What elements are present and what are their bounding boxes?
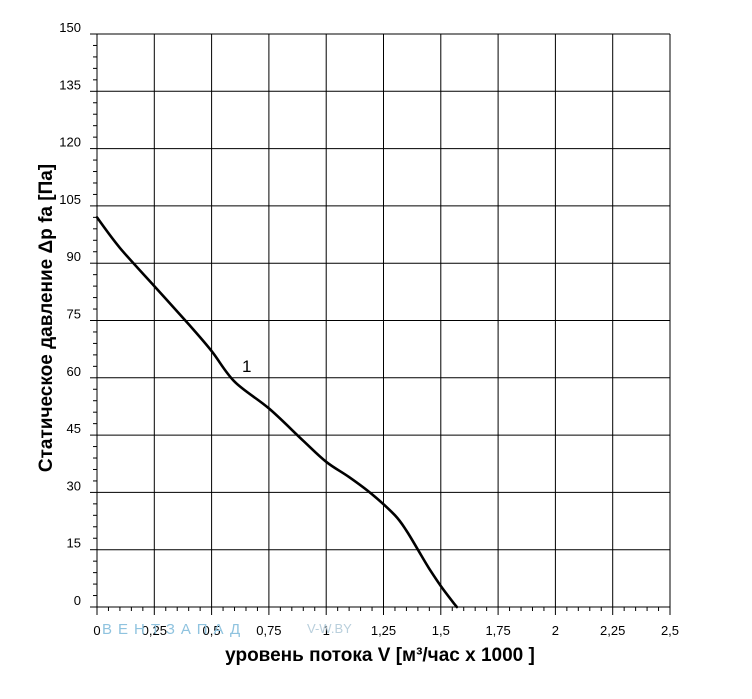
y-tick-label: 105: [59, 192, 81, 207]
y-tick-label: 120: [59, 135, 81, 150]
y-axis-title: Статическое давление Δp fa [Па]: [36, 164, 57, 472]
y-tick-label: 90: [67, 249, 81, 264]
x-tick-label: 2,5: [661, 623, 679, 638]
y-tick-label: 60: [67, 364, 81, 379]
x-tick-label: 1,75: [485, 623, 510, 638]
y-tick-label: 15: [67, 536, 81, 551]
x-tick-label: 0,25: [142, 623, 167, 638]
y-tick-labels: 0 15 30 45 60 75 90 105 120 135 150: [59, 20, 81, 608]
y-tick-label: 45: [67, 421, 81, 436]
x-tick-labels: 0 0,25 0,5 0,75 1 1,25 1,5 1,75 2 2,25 2,5: [93, 623, 679, 638]
series-1-label: 1: [242, 357, 251, 376]
y-tick-label: 0: [74, 593, 81, 608]
x-tick-label: 2,25: [600, 623, 625, 638]
x-tick-label: 0: [93, 623, 100, 638]
x-tick-label: 0,75: [256, 623, 281, 638]
x-axis-title: уровень потока V [м³/час x 1000 ]: [225, 645, 535, 666]
x-tick-label: 1,25: [371, 623, 396, 638]
x-tick-label: 2: [552, 623, 559, 638]
minor-ticks: [90, 33, 671, 615]
y-tick-label: 30: [67, 478, 81, 493]
x-tick-label: 1,5: [432, 623, 450, 638]
y-tick-label: 75: [67, 307, 81, 322]
x-tick-label: 0,5: [203, 623, 221, 638]
x-tick-label: 1: [323, 623, 330, 638]
series-1-line: [95, 216, 459, 609]
chart-grid: [96, 33, 671, 608]
y-tick-label: 150: [59, 20, 81, 35]
watermark-brand: ВЕНТЗАПАД: [102, 621, 246, 638]
watermark-site: V-W.BY: [307, 621, 352, 636]
y-tick-label: 135: [59, 77, 81, 92]
